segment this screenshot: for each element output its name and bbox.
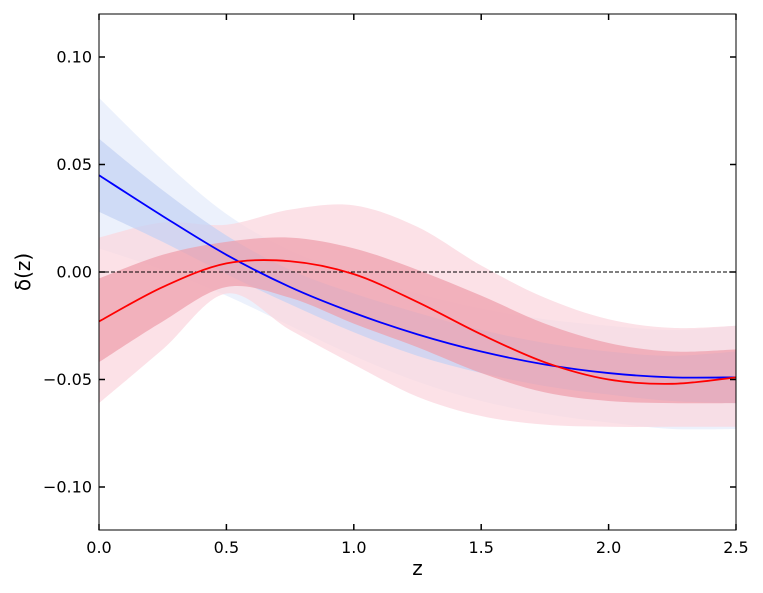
red-series-line — [98, 259, 737, 385]
y-tick-label: 0.00 — [56, 263, 92, 282]
x-tick-label: 2.5 — [723, 538, 748, 557]
x-axis-label: z — [412, 556, 423, 580]
axis-ticks: 0.0 0.5 1.0 1.5 2.0 2.5 −0.10 −0.05 0.00 0.05 0.10 — [43, 14, 749, 557]
y-tick-label: −0.10 — [43, 478, 92, 497]
y-tick-label: −0.05 — [43, 370, 92, 389]
y-axis-label: δ(z) — [11, 253, 35, 291]
confidence-bands — [99, 97, 736, 430]
blue-series-line — [98, 174, 737, 379]
x-tick-label: 1.5 — [468, 538, 493, 557]
red-inner-band — [99, 237, 736, 404]
x-tick-label: 0.5 — [214, 538, 239, 557]
x-tick-label: 0.0 — [86, 538, 111, 557]
y-tick-label: 0.10 — [56, 48, 92, 67]
x-tick-label: 1.0 — [341, 538, 366, 557]
y-tick-label: 0.05 — [56, 155, 92, 174]
x-tick-label: 2.0 — [596, 538, 621, 557]
series-lines — [98, 174, 737, 385]
